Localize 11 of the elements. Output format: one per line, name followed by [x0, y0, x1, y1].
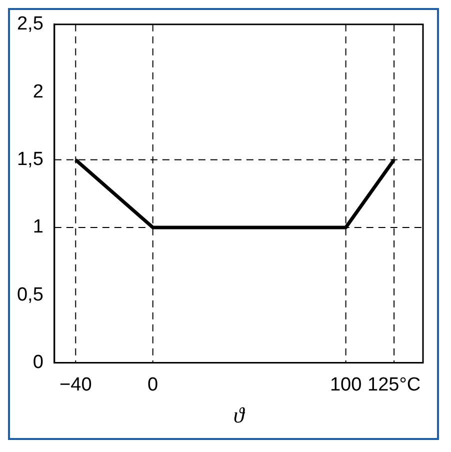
x-tick-label: −40: [60, 374, 92, 396]
y-tick-label: 0: [32, 352, 44, 374]
y-tick-label: 2,5: [16, 14, 44, 35]
x-tick-label: 100: [330, 374, 362, 396]
y-tick-label: 1,5: [16, 148, 44, 170]
y-tick-label: 0,5: [16, 284, 44, 306]
x-tick-label: 0: [148, 374, 158, 396]
x-tick-label: 125°C: [368, 374, 421, 396]
y-tick-label: 1: [32, 216, 44, 238]
y-tick-label: 2: [32, 81, 44, 102]
x-axis-title: ϑ: [233, 402, 246, 428]
